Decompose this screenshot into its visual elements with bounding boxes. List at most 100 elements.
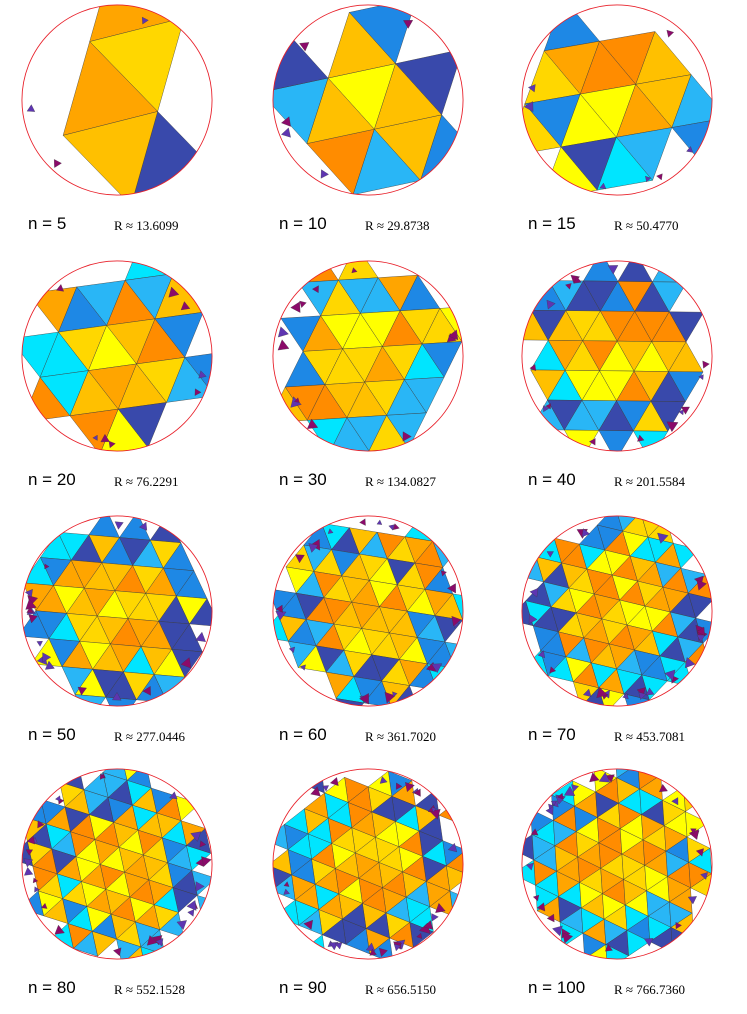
small-triangle bbox=[448, 329, 459, 341]
small-triangle bbox=[645, 175, 652, 183]
small-triangle bbox=[312, 285, 319, 294]
small-triangle bbox=[395, 782, 403, 790]
panel-n60: n = 60 R ≈ 361.7020 bbox=[251, 511, 500, 761]
triangle bbox=[105, 696, 137, 707]
radius-label: R ≈ 29.8738 bbox=[365, 218, 430, 233]
triangle bbox=[626, 930, 651, 957]
small-triangle bbox=[290, 301, 301, 313]
small-triangle bbox=[26, 606, 34, 613]
small-triangle bbox=[589, 772, 600, 783]
triangle bbox=[668, 311, 705, 343]
n-label: n = 50 bbox=[28, 725, 76, 744]
small-triangle bbox=[24, 589, 33, 598]
small-triangle bbox=[54, 159, 62, 168]
small-triangle bbox=[195, 858, 204, 867]
packing-diagram bbox=[521, 515, 713, 707]
small-triangle bbox=[365, 942, 376, 952]
small-triangle bbox=[45, 660, 55, 670]
radius-label: R ≈ 76.2291 bbox=[114, 474, 179, 489]
triangle bbox=[121, 768, 147, 781]
triangle bbox=[617, 260, 653, 283]
small-triangle bbox=[32, 877, 39, 884]
small-triangle bbox=[278, 326, 289, 338]
n-label: n = 10 bbox=[279, 214, 327, 233]
small-triangle bbox=[431, 913, 439, 922]
small-triangle bbox=[186, 900, 197, 911]
panel-n10: n = 10 R ≈ 29.8738 bbox=[251, 0, 500, 250]
small-triangle bbox=[571, 784, 579, 793]
radius-label: R ≈ 766.7360 bbox=[614, 982, 686, 997]
small-triangle bbox=[334, 942, 343, 950]
small-triangle bbox=[180, 301, 191, 311]
small-triangle bbox=[607, 265, 619, 275]
small-triangle bbox=[359, 693, 369, 705]
triangle bbox=[438, 799, 464, 826]
small-triangle bbox=[25, 598, 37, 610]
bounding-circle bbox=[521, 260, 713, 452]
small-triangle bbox=[656, 173, 663, 181]
small-triangle bbox=[543, 405, 549, 413]
packing-diagram bbox=[272, 768, 464, 960]
small-triangle bbox=[108, 440, 116, 449]
small-triangle bbox=[392, 691, 398, 698]
small-triangle bbox=[190, 831, 202, 842]
small-triangle bbox=[658, 783, 668, 793]
n-label: n = 70 bbox=[528, 725, 576, 744]
triangle bbox=[21, 610, 50, 639]
small-triangle bbox=[42, 652, 52, 663]
n-label: n = 90 bbox=[279, 978, 327, 997]
small-triangle bbox=[37, 820, 45, 829]
small-triangle bbox=[295, 554, 305, 564]
radius-label: R ≈ 361.7020 bbox=[365, 729, 437, 744]
small-triangle bbox=[176, 920, 187, 930]
n-label: n = 60 bbox=[279, 725, 327, 744]
triangle bbox=[345, 928, 370, 955]
bounding-circle bbox=[272, 515, 464, 707]
triangle bbox=[140, 946, 166, 960]
panel-n5: n = 5 R ≈ 13.6099 bbox=[0, 0, 249, 250]
triangle bbox=[321, 918, 347, 945]
triangle bbox=[683, 785, 707, 812]
small-triangle bbox=[596, 686, 608, 699]
triangle bbox=[62, 111, 158, 196]
small-triangle bbox=[308, 543, 319, 553]
bounding-circle bbox=[21, 515, 213, 707]
small-triangle bbox=[447, 842, 458, 853]
bounding-circle bbox=[521, 768, 713, 960]
small-triangle bbox=[532, 894, 540, 902]
small-triangle bbox=[198, 370, 207, 379]
triangle bbox=[564, 429, 600, 452]
small-triangle bbox=[155, 938, 164, 947]
n-label: n = 30 bbox=[279, 470, 327, 489]
packing-diagram bbox=[21, 4, 213, 196]
small-triangle bbox=[546, 551, 554, 558]
small-triangle bbox=[351, 267, 358, 274]
radius-label: R ≈ 656.5150 bbox=[365, 982, 437, 997]
small-triangle bbox=[702, 360, 710, 369]
n-label: n = 15 bbox=[528, 214, 576, 233]
small-triangle bbox=[435, 902, 446, 913]
small-triangle bbox=[562, 932, 573, 944]
small-triangle bbox=[583, 688, 592, 697]
small-triangle bbox=[281, 127, 291, 138]
triangle bbox=[328, 417, 370, 452]
triangle bbox=[605, 944, 630, 960]
triangle bbox=[668, 371, 704, 402]
small-triangle bbox=[299, 664, 306, 671]
small-triangle bbox=[114, 521, 124, 530]
triangle bbox=[59, 781, 85, 808]
small-triangle bbox=[146, 935, 158, 946]
small-triangle bbox=[529, 588, 539, 598]
small-triangle bbox=[537, 650, 545, 659]
small-triangle bbox=[359, 518, 366, 526]
small-triangle bbox=[525, 862, 534, 871]
small-triangle bbox=[528, 614, 538, 624]
triangle bbox=[61, 666, 93, 695]
small-triangle bbox=[431, 807, 437, 813]
small-triangle bbox=[26, 835, 36, 845]
small-triangle bbox=[322, 785, 329, 792]
small-triangle bbox=[423, 920, 434, 930]
triangle bbox=[69, 408, 119, 452]
triangle bbox=[449, 890, 464, 917]
small-triangle bbox=[113, 947, 122, 957]
